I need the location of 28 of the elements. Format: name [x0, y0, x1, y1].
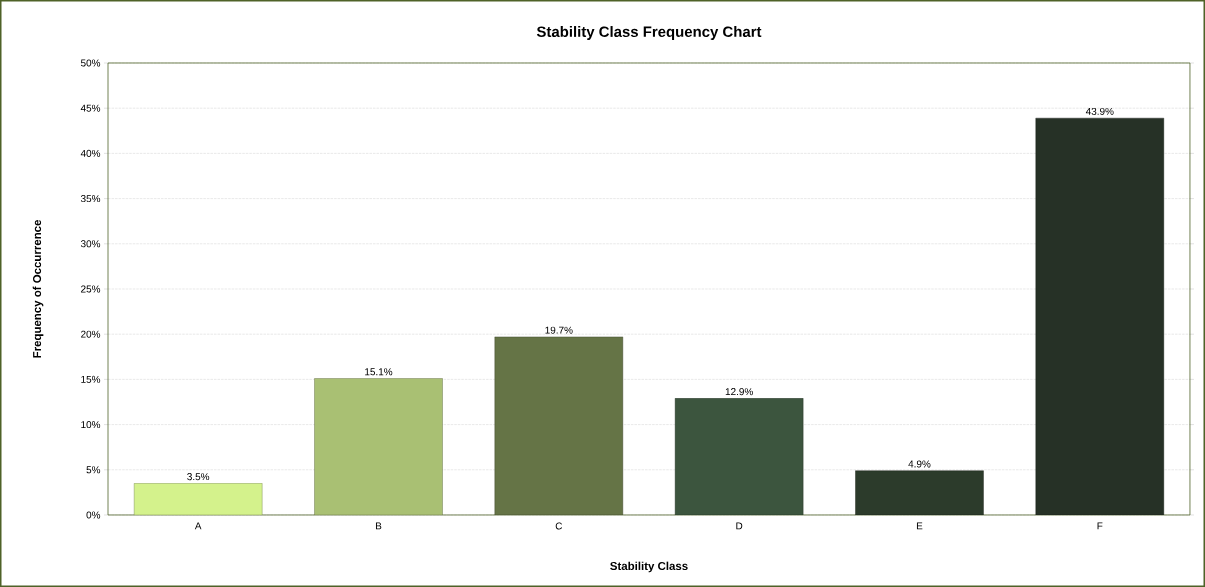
- bar: [855, 470, 984, 515]
- x-tick-label: A: [194, 522, 202, 530]
- x-tick-label: E: [916, 522, 923, 530]
- y-tick-label: 45%: [80, 104, 101, 112]
- x-tick-label: F: [1097, 522, 1103, 530]
- x-tick-label: C: [555, 522, 563, 530]
- y-tick-label: 25%: [81, 285, 101, 293]
- y-tick-label: 50%: [80, 59, 101, 67]
- data-label: 12.9%: [725, 388, 753, 396]
- y-tick-label: 0%: [86, 511, 101, 519]
- chart-title: Stability Class Frequency Chart: [536, 26, 762, 40]
- data-label: 4.9%: [908, 460, 931, 468]
- y-tick-label: 15%: [81, 375, 101, 383]
- data-label: 15.1%: [365, 368, 393, 376]
- bar: [314, 378, 443, 515]
- y-tick-label: 35%: [80, 195, 101, 203]
- y-tick-label: 40%: [80, 149, 101, 157]
- y-tick-label: 10%: [81, 421, 101, 429]
- y-tick-label: 30%: [80, 240, 101, 248]
- x-tick-label: D: [736, 522, 743, 530]
- y-axis-title: Frequency of Occurrence: [32, 219, 44, 358]
- x-axis-title: Stability Class: [610, 561, 688, 573]
- y-tick-label: 5%: [86, 466, 101, 474]
- data-label: 3.5%: [187, 473, 210, 481]
- data-label: 43.9%: [1085, 107, 1114, 115]
- data-label: 19.7%: [545, 326, 573, 334]
- x-tick-label: B: [375, 522, 382, 530]
- y-tick-label: 20%: [81, 330, 101, 338]
